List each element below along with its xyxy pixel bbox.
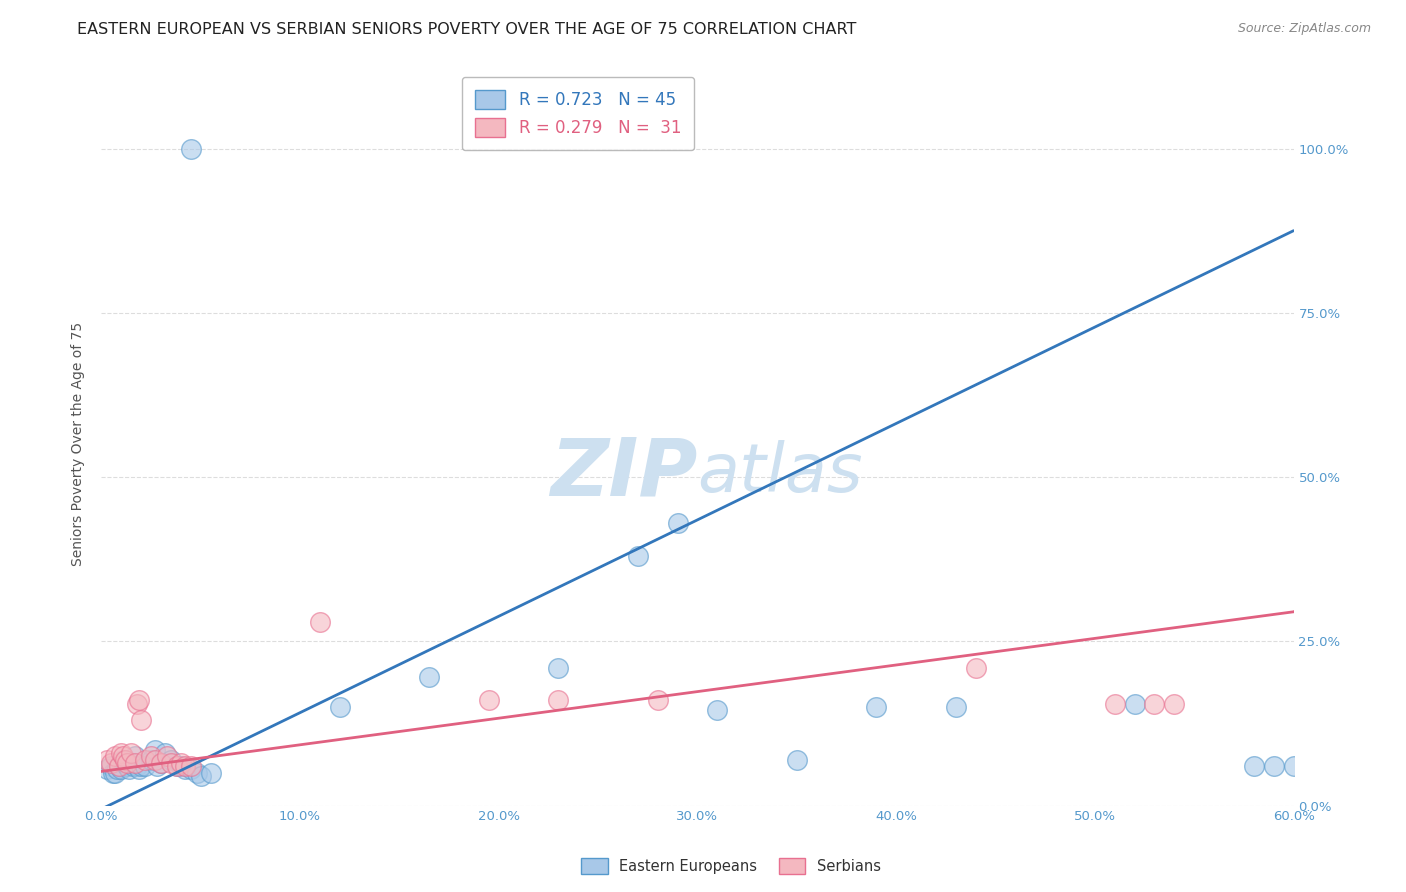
- Legend: R = 0.723   N = 45, R = 0.279   N =  31: R = 0.723 N = 45, R = 0.279 N = 31: [463, 77, 695, 150]
- Point: [945, 700, 967, 714]
- Point: [170, 756, 193, 770]
- Point: [1104, 697, 1126, 711]
- Point: [143, 743, 166, 757]
- Point: [180, 759, 202, 773]
- Point: [1123, 697, 1146, 711]
- Point: [156, 749, 179, 764]
- Point: [122, 759, 145, 773]
- Point: [170, 759, 193, 773]
- Point: [134, 759, 156, 773]
- Point: [478, 693, 501, 707]
- Point: [547, 660, 569, 674]
- Point: [129, 713, 152, 727]
- Point: [108, 759, 131, 773]
- Point: [647, 693, 669, 707]
- Point: [173, 763, 195, 777]
- Point: [114, 756, 136, 770]
- Point: [128, 693, 150, 707]
- Legend: Eastern Europeans, Serbians: Eastern Europeans, Serbians: [575, 852, 887, 880]
- Point: [112, 749, 135, 764]
- Point: [139, 749, 162, 764]
- Point: [786, 753, 808, 767]
- Point: [114, 753, 136, 767]
- Text: ZIP: ZIP: [550, 434, 697, 512]
- Point: [200, 765, 222, 780]
- Point: [139, 753, 162, 767]
- Point: [965, 660, 987, 674]
- Point: [129, 759, 152, 773]
- Point: [124, 756, 146, 770]
- Point: [118, 763, 141, 777]
- Point: [128, 763, 150, 777]
- Point: [627, 549, 650, 563]
- Text: atlas: atlas: [697, 440, 863, 506]
- Point: [418, 671, 440, 685]
- Point: [180, 142, 202, 156]
- Point: [173, 759, 195, 773]
- Point: [100, 759, 122, 773]
- Point: [124, 749, 146, 764]
- Point: [115, 759, 138, 773]
- Point: [104, 749, 127, 764]
- Point: [706, 703, 728, 717]
- Point: [166, 759, 188, 773]
- Point: [329, 700, 352, 714]
- Point: [143, 753, 166, 767]
- Point: [115, 756, 138, 770]
- Y-axis label: Seniors Poverty Over the Age of 75: Seniors Poverty Over the Age of 75: [72, 322, 86, 566]
- Point: [125, 759, 148, 773]
- Point: [1143, 697, 1166, 711]
- Text: EASTERN EUROPEAN VS SERBIAN SENIORS POVERTY OVER THE AGE OF 75 CORRELATION CHART: EASTERN EUROPEAN VS SERBIAN SENIORS POVE…: [77, 22, 856, 37]
- Point: [186, 765, 208, 780]
- Point: [666, 516, 689, 530]
- Point: [1163, 697, 1185, 711]
- Point: [308, 615, 330, 629]
- Point: [96, 763, 118, 777]
- Point: [146, 759, 169, 773]
- Point: [134, 753, 156, 767]
- Point: [110, 763, 132, 777]
- Point: [180, 763, 202, 777]
- Point: [159, 756, 181, 770]
- Point: [104, 765, 127, 780]
- Point: [149, 756, 172, 770]
- Point: [153, 746, 176, 760]
- Point: [190, 769, 212, 783]
- Point: [100, 756, 122, 770]
- Point: [1263, 759, 1285, 773]
- Point: [120, 746, 142, 760]
- Point: [112, 753, 135, 767]
- Point: [110, 746, 132, 760]
- Text: Source: ZipAtlas.com: Source: ZipAtlas.com: [1237, 22, 1371, 36]
- Point: [1243, 759, 1265, 773]
- Point: [1282, 759, 1305, 773]
- Point: [166, 759, 188, 773]
- Point: [101, 765, 124, 780]
- Point: [865, 700, 887, 714]
- Point: [159, 753, 181, 767]
- Point: [96, 753, 118, 767]
- Point: [149, 756, 172, 770]
- Point: [547, 693, 569, 707]
- Point: [120, 756, 142, 770]
- Point: [105, 763, 128, 777]
- Point: [125, 697, 148, 711]
- Point: [108, 759, 131, 773]
